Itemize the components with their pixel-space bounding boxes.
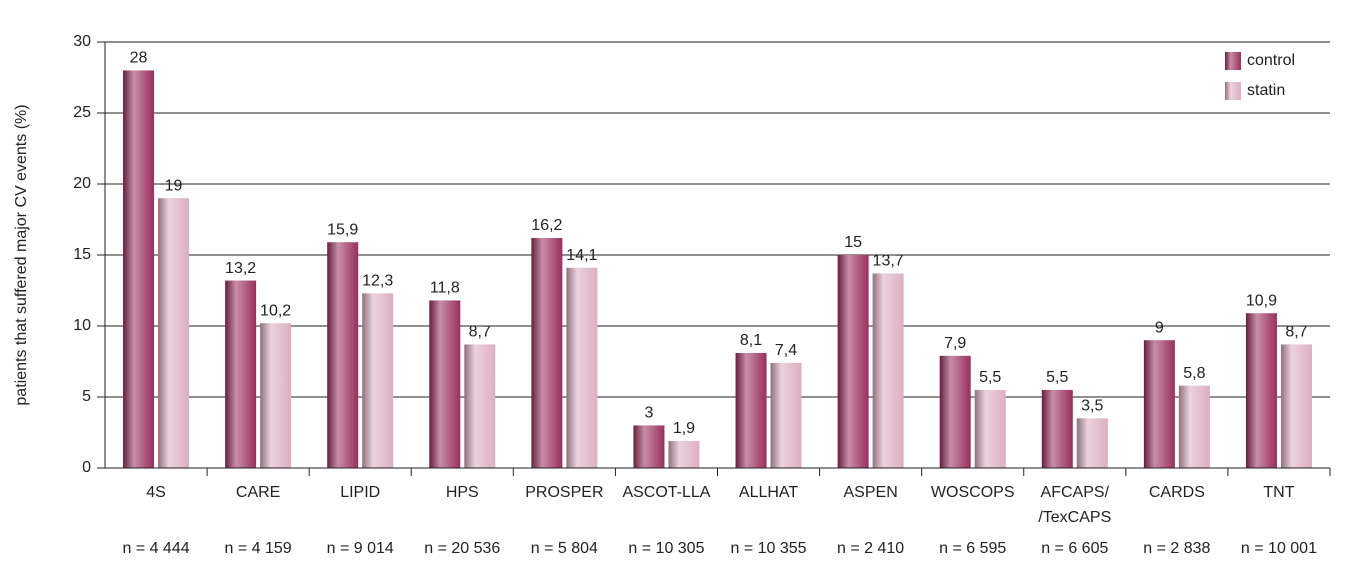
x-tick-label: ASPEN bbox=[844, 484, 898, 501]
sample-size: n = 10 355 bbox=[731, 540, 807, 557]
legend-swatch bbox=[1225, 82, 1241, 100]
y-tick-label: 0 bbox=[82, 459, 91, 476]
sample-size: n = 10 305 bbox=[628, 540, 704, 557]
x-tick-label: TNT bbox=[1263, 484, 1294, 501]
value-label: 7,4 bbox=[775, 342, 797, 359]
sample-size: n = 2 410 bbox=[837, 540, 904, 557]
x-tick-label: CARE bbox=[236, 484, 280, 501]
value-label: 10,2 bbox=[260, 302, 291, 319]
sample-size: n = 9 014 bbox=[327, 540, 394, 557]
value-label: 7,9 bbox=[944, 335, 966, 352]
sample-size: n = 20 536 bbox=[424, 540, 500, 557]
sample-size: n = 6 605 bbox=[1041, 540, 1108, 557]
bar bbox=[1076, 418, 1108, 468]
bar bbox=[633, 425, 665, 468]
y-tick-label: 5 bbox=[82, 388, 91, 405]
bar bbox=[429, 300, 461, 468]
value-label: 8,7 bbox=[469, 324, 491, 341]
bar bbox=[1041, 389, 1073, 468]
bar bbox=[158, 198, 190, 468]
value-label: 14,1 bbox=[566, 247, 597, 264]
x-tick-label: ALLHAT bbox=[739, 484, 799, 501]
y-tick-label: 25 bbox=[73, 104, 91, 121]
value-label: 8,1 bbox=[740, 332, 762, 349]
legend-swatch bbox=[1225, 52, 1241, 70]
x-tick-label: HPS bbox=[446, 484, 479, 501]
bar bbox=[1143, 340, 1175, 468]
value-label: 9 bbox=[1155, 319, 1164, 336]
sample-size: n = 6 595 bbox=[939, 540, 1006, 557]
x-tick-label: WOSCOPS bbox=[931, 484, 1015, 501]
bar bbox=[464, 344, 496, 468]
value-label: 12,3 bbox=[362, 273, 393, 290]
value-label: 28 bbox=[130, 50, 148, 67]
bar bbox=[668, 441, 700, 468]
bar bbox=[327, 242, 359, 468]
bar bbox=[735, 352, 767, 468]
sample-size: n = 10 001 bbox=[1241, 540, 1317, 557]
bar bbox=[1245, 313, 1277, 468]
bar bbox=[260, 323, 292, 468]
value-label: 15,9 bbox=[327, 221, 358, 238]
value-label: 19 bbox=[165, 177, 183, 194]
value-label: 13,2 bbox=[225, 260, 256, 277]
x-tick-label: AFCAPS//TexCAPS bbox=[1038, 484, 1111, 526]
x-tick-label: LIPID bbox=[340, 484, 380, 501]
bar bbox=[225, 280, 257, 468]
bar bbox=[1280, 344, 1312, 468]
bar bbox=[566, 267, 598, 468]
y-tick-label: 30 bbox=[73, 33, 91, 50]
bar bbox=[1178, 385, 1210, 468]
value-label: 11,8 bbox=[430, 280, 460, 297]
y-tick-label: 20 bbox=[73, 175, 91, 192]
sample-size: n = 2 838 bbox=[1143, 540, 1210, 557]
x-tick-label: CARDS bbox=[1149, 484, 1205, 501]
value-label: 5,8 bbox=[1183, 365, 1205, 382]
y-tick-label: 15 bbox=[73, 246, 91, 263]
value-label: 5,5 bbox=[1046, 369, 1068, 386]
x-tick-label: 4S bbox=[146, 484, 166, 501]
value-label: 5,5 bbox=[979, 369, 1001, 386]
value-label: 3 bbox=[645, 405, 654, 422]
y-tick-label: 10 bbox=[73, 317, 91, 334]
value-label: 13,7 bbox=[873, 253, 904, 270]
x-tick-label: ASCOT-LLA bbox=[622, 484, 710, 501]
bar bbox=[837, 255, 869, 468]
sample-size: n = 4 159 bbox=[225, 540, 292, 557]
sample-size: n = 4 444 bbox=[122, 540, 189, 557]
bar bbox=[531, 237, 563, 468]
bar bbox=[123, 70, 155, 469]
bar bbox=[872, 273, 904, 468]
value-label: 8,7 bbox=[1285, 324, 1307, 341]
value-label: 15 bbox=[844, 234, 862, 251]
bar bbox=[362, 293, 394, 468]
bar bbox=[974, 389, 1006, 468]
value-label: 1,9 bbox=[673, 420, 695, 437]
y-axis-label: patients that suffered major CV events (… bbox=[13, 104, 30, 405]
value-label: 16,2 bbox=[531, 217, 562, 234]
bar bbox=[939, 355, 971, 468]
value-label: 3,5 bbox=[1081, 398, 1103, 415]
x-tick-label: PROSPER bbox=[525, 484, 603, 501]
value-label: 10,9 bbox=[1246, 292, 1277, 309]
legend-label: control bbox=[1247, 52, 1295, 69]
legend-label: statin bbox=[1247, 82, 1285, 99]
bar bbox=[770, 362, 802, 468]
sample-size: n = 5 804 bbox=[531, 540, 598, 557]
